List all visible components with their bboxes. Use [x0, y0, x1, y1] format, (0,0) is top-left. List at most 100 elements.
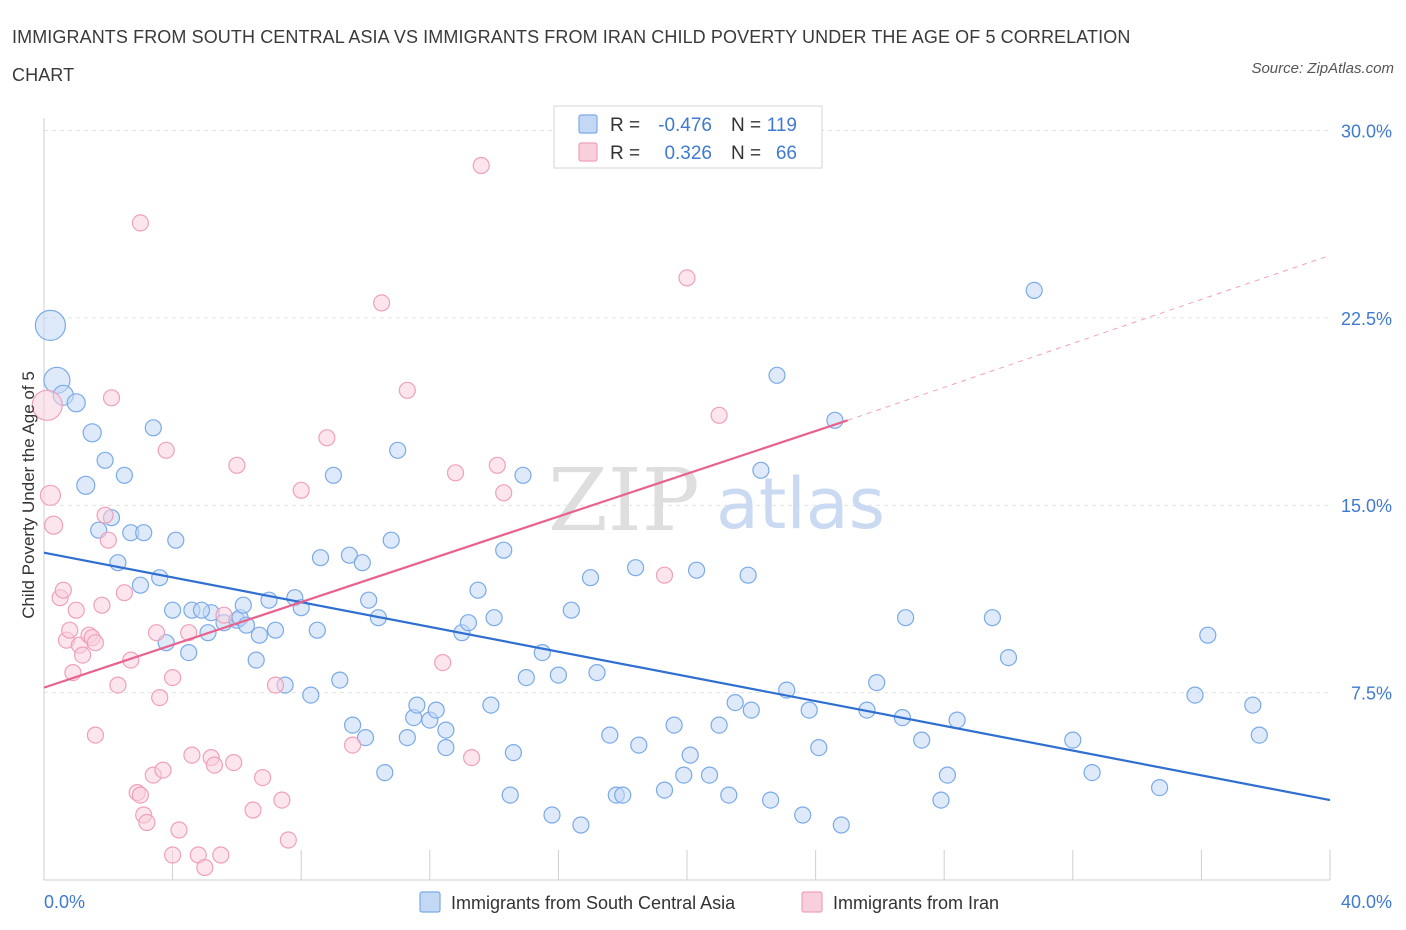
point-series1-63 — [710, 406, 728, 424]
point-series0-7 — [115, 466, 134, 484]
point-series0-90 — [752, 461, 770, 479]
point-series1-58 — [488, 456, 506, 474]
point-series0-77 — [626, 559, 645, 577]
point-series0-103 — [913, 731, 931, 749]
point-series0-62 — [501, 786, 519, 804]
watermark: ZIP atlas — [548, 451, 885, 551]
source-label: Source: ZipAtlas.com — [1251, 60, 1394, 77]
point-series0-60 — [485, 609, 503, 627]
point-series1-2 — [43, 515, 64, 535]
point-series0-115 — [1244, 696, 1262, 714]
point-series1-20 — [115, 584, 134, 602]
point-series0-79 — [655, 781, 674, 799]
point-series1-0 — [31, 389, 63, 421]
point-series0-41 — [340, 546, 358, 564]
point-series1-18 — [102, 389, 121, 407]
tick-labels: 7.5% 15.0% 22.5% 30.0% 0.0% 40.0% — [44, 121, 1392, 912]
watermark-atlas: atlas — [716, 463, 885, 545]
point-series1-28 — [151, 688, 169, 707]
point-series0-16 — [164, 601, 182, 619]
point-series0-8 — [144, 419, 162, 437]
point-series0-80 — [665, 716, 683, 734]
x-tick-label-1: 40.0% — [1341, 892, 1392, 912]
point-series0-85 — [710, 716, 728, 734]
point-series1-60 — [131, 214, 149, 232]
point-series1-39 — [205, 756, 223, 774]
bottom-legend: Immigrants from South Central Asia Immigr… — [419, 891, 999, 913]
point-series0-61 — [482, 696, 500, 714]
point-series0-14 — [151, 569, 169, 587]
point-series0-108 — [999, 648, 1018, 667]
point-series0-35 — [308, 621, 326, 639]
point-series0-54 — [427, 701, 445, 719]
point-series0-109 — [1025, 281, 1043, 299]
legend-r-label-0: R = — [610, 115, 640, 136]
legend-r-value-1: 0.326 — [664, 143, 712, 164]
point-series0-68 — [543, 806, 561, 824]
legend-swatch-1 — [578, 142, 598, 162]
legend-n-label-0: N = — [731, 115, 761, 136]
point-series0-76 — [614, 786, 632, 804]
point-series1-16 — [96, 506, 114, 524]
point-series1-59 — [495, 484, 513, 502]
point-series0-105 — [938, 766, 957, 784]
y-tick-label-1: 15.0% — [1341, 496, 1392, 516]
point-series1-25 — [138, 813, 156, 832]
point-series1-14 — [86, 726, 105, 744]
point-series1-46 — [266, 676, 285, 694]
point-series0-15 — [131, 576, 149, 594]
point-series1-6 — [61, 621, 79, 639]
point-series0-65 — [514, 466, 532, 484]
x-tick-label-0: 0.0% — [44, 892, 85, 912]
bottom-legend-swatch-1 — [801, 891, 823, 913]
point-series0-84 — [700, 766, 719, 784]
point-series0-100 — [868, 673, 886, 692]
point-series1-54 — [434, 653, 452, 672]
point-series0-83 — [687, 561, 706, 579]
point-series0-106 — [948, 711, 966, 729]
point-series0-49 — [376, 763, 394, 782]
chart-title: IMMIGRANTS FROM SOUTH CENTRAL ASIA VS IM… — [12, 27, 1131, 85]
trend-lines — [43, 254, 1331, 802]
point-series0-116 — [1250, 726, 1268, 744]
point-series0-72 — [581, 569, 600, 587]
point-series1-50 — [318, 429, 336, 447]
point-series0-86 — [720, 786, 738, 804]
point-series0-70 — [562, 601, 580, 619]
point-series0-47 — [344, 716, 362, 734]
point-series1-57 — [472, 156, 490, 175]
point-series0-32 — [234, 596, 252, 614]
point-series1-37 — [196, 858, 214, 877]
point-series0-56 — [437, 738, 455, 757]
point-series0-64 — [495, 541, 513, 559]
point-series0-66 — [517, 668, 535, 687]
trend-line-series0 — [43, 551, 1331, 802]
y-axis-label: Child Poverty Under the Age of 5 — [19, 371, 38, 619]
point-series0-58 — [459, 614, 477, 632]
point-series1-53 — [398, 381, 416, 399]
point-series0-69 — [549, 666, 568, 684]
point-series0-87 — [726, 693, 744, 712]
point-series1-29 — [154, 761, 172, 779]
legend-swatch-0 — [578, 114, 598, 134]
point-series1-34 — [180, 624, 198, 642]
point-series0-50 — [398, 728, 416, 747]
point-series0-5 — [96, 451, 114, 469]
legend-n-value-0: 119 — [767, 115, 797, 136]
y-tick-label-2: 22.5% — [1341, 309, 1392, 329]
point-series1-55 — [446, 464, 465, 482]
point-series1-33 — [164, 846, 182, 864]
legend-r-value-0: -0.476 — [658, 115, 712, 136]
point-series1-45 — [254, 768, 272, 787]
point-series0-104 — [932, 791, 950, 809]
legend-box — [553, 105, 823, 169]
point-series0-73 — [588, 663, 606, 682]
point-series1-61 — [655, 566, 674, 584]
point-series0-29 — [266, 621, 285, 639]
point-series0-91 — [761, 791, 780, 809]
point-series0-92 — [768, 366, 786, 384]
point-series0-111 — [1083, 763, 1101, 782]
point-series0-40 — [324, 466, 342, 484]
point-series0-81 — [675, 766, 693, 784]
legend-n-label-1: N = — [731, 143, 761, 164]
